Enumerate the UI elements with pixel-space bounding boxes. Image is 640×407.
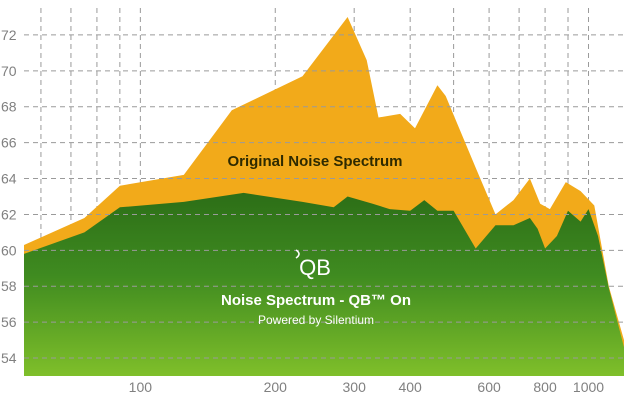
- x-tick-label: 100: [129, 379, 153, 395]
- y-tick-label: 58: [1, 278, 17, 294]
- x-tick-label: 600: [477, 379, 501, 395]
- series-area-qb-on: [24, 192, 624, 376]
- y-tick-label: 56: [1, 314, 17, 330]
- y-tick-label: 70: [1, 63, 17, 79]
- y-tick-label: 62: [1, 206, 17, 222]
- qb-logo: QB: [295, 249, 331, 280]
- y-tick-label: 64: [1, 171, 17, 187]
- y-tick-label: 72: [1, 27, 17, 43]
- x-tick-label: 200: [264, 379, 288, 395]
- x-tick-label: 800: [533, 379, 557, 395]
- qb-logo-text: QB: [299, 255, 331, 280]
- y-tick-label: 66: [1, 135, 17, 151]
- qb-logo-mark-icon: [295, 249, 300, 259]
- tick-labels: 54 56 58 60 62 64 66 68 70 72 100 200 300 400 600 800 10…: [1, 27, 604, 395]
- qb-on-spectrum-label: Noise Spectrum - QB™ On: [221, 292, 411, 309]
- original-spectrum-label: Original Noise Spectrum: [227, 153, 402, 170]
- y-tick-label: 54: [1, 350, 17, 366]
- x-tick-label: 300: [343, 379, 367, 395]
- powered-by-label: Powered by Silentium: [258, 313, 374, 327]
- y-tick-label: 68: [1, 99, 17, 115]
- x-tick-label: 400: [398, 379, 422, 395]
- horizontal-grid-overlay: [24, 34, 624, 359]
- x-tick-label: 1000: [573, 379, 604, 395]
- y-tick-label: 60: [1, 242, 17, 258]
